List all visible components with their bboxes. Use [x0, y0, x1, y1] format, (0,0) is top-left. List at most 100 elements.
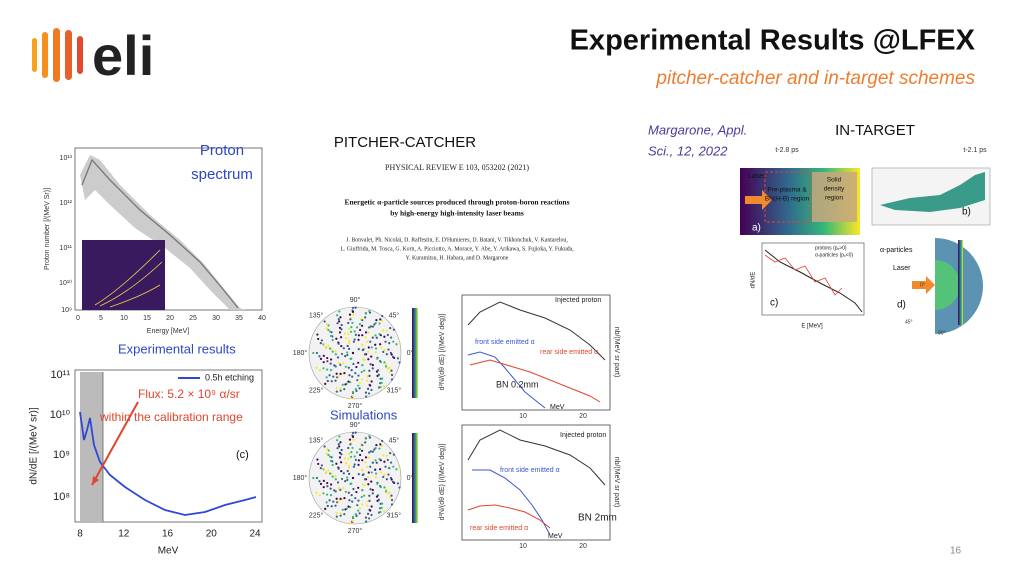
scatter-dot — [362, 358, 365, 361]
x-tick-label: 20 — [579, 543, 587, 550]
scatter-dot — [385, 454, 389, 457]
scatter-dot — [369, 450, 372, 453]
scatter-dot — [335, 390, 338, 393]
scatter-dot — [385, 478, 388, 481]
angle-label: 90° — [350, 296, 361, 304]
scatter-dot — [389, 476, 393, 480]
scatter-dot — [328, 347, 332, 350]
annotation: rear side emitted α — [540, 349, 598, 356]
scatter-dot — [396, 482, 400, 485]
scatter-dot — [348, 347, 351, 350]
scatter-dot — [335, 462, 338, 465]
scatter-dot — [390, 336, 393, 339]
scatter-dot — [316, 458, 319, 461]
scatter-dot — [350, 369, 353, 372]
scatter-dot — [358, 453, 362, 457]
scatter-dot — [318, 369, 321, 372]
scatter-dot — [389, 452, 392, 455]
scatter-dot — [371, 336, 374, 339]
scatter-dot — [348, 452, 351, 456]
scatter-dot — [374, 351, 378, 354]
scatter-dot — [340, 344, 343, 348]
scatter-dot — [336, 439, 339, 442]
colorbar — [412, 308, 418, 398]
scatter-dot — [367, 517, 371, 520]
scatter-dot — [380, 444, 384, 447]
scatter-dot — [322, 354, 325, 357]
scatter-dot — [374, 343, 377, 346]
scatter-dot — [334, 379, 337, 382]
scatter-dot — [351, 431, 355, 435]
region-label: region — [825, 195, 843, 202]
scatter-dot — [340, 352, 344, 356]
subtitle: pitcher-catcher and in-target schemes — [655, 68, 975, 89]
scatter-dot — [380, 506, 383, 509]
scatter-dot — [367, 475, 370, 479]
scatter-dot — [350, 494, 353, 497]
scatter-dot — [366, 465, 369, 468]
scatter-dot — [388, 366, 391, 369]
legend-entry: protons (pₓ>0) — [815, 245, 847, 251]
scatter-dot — [327, 449, 330, 452]
scatter-dot — [337, 467, 340, 470]
scatter-dot — [342, 472, 345, 475]
scatter-dot — [348, 438, 352, 441]
scatter-dot — [318, 480, 321, 483]
scatter-dot — [347, 339, 351, 342]
x-tick-label: 16 — [162, 529, 174, 540]
scatter-dot — [388, 491, 391, 494]
scatter-dot — [371, 488, 374, 492]
scatter-dot — [371, 325, 375, 328]
scatter-dot — [370, 355, 373, 358]
scatter-dot — [358, 448, 362, 451]
scatter-dot — [388, 467, 391, 470]
scatter-dot — [334, 475, 337, 478]
scatter-dot — [369, 488, 372, 491]
scatter-dot — [357, 348, 360, 351]
scatter-dot — [352, 465, 355, 468]
x-tick-label: 5 — [99, 315, 103, 322]
scatter-dot — [319, 357, 323, 360]
scatter-dot — [337, 342, 340, 345]
logo-text: eli — [92, 24, 154, 87]
scatter-dot — [312, 351, 315, 355]
x-tick-label: 20 — [206, 529, 218, 540]
annotation: front side emitted α — [475, 339, 535, 346]
scatter-dot — [361, 473, 364, 477]
scatter-dot — [361, 489, 364, 492]
annotation: α-particles — [880, 247, 913, 254]
scatter-dot — [344, 383, 347, 386]
scatter-dot — [338, 456, 342, 459]
scatter-dot — [388, 342, 391, 345]
scatter-dot — [368, 310, 371, 313]
scatter-dot — [364, 441, 367, 444]
scatter-dot — [366, 512, 370, 515]
scatter-dot — [349, 455, 353, 458]
scatter-dot — [368, 451, 371, 454]
scatter-dot — [382, 454, 385, 457]
x-tick-label: 10 — [120, 315, 128, 322]
scatter-dot — [390, 461, 393, 464]
scatter-dot — [347, 366, 350, 369]
scatter-dot — [369, 325, 372, 328]
scatter-dot — [381, 314, 384, 318]
scatter-dot — [370, 505, 373, 508]
scatter-dot — [336, 356, 340, 359]
scatter-dot — [326, 323, 329, 326]
scatter-dot — [317, 462, 320, 466]
scatter-dot — [375, 319, 378, 322]
scatter-dot — [374, 347, 378, 350]
scatter-dot — [358, 328, 362, 332]
scatter-dot — [378, 322, 381, 325]
scatter-dot — [370, 480, 373, 483]
scatter-dot — [339, 389, 342, 392]
scatter-dot — [335, 387, 338, 390]
scatter-dot — [362, 483, 365, 486]
scatter-dot — [382, 475, 385, 479]
scatter-dot — [349, 318, 352, 321]
annotation: Injected proton — [560, 432, 606, 439]
scatter-dot — [350, 451, 353, 454]
scatter-dot — [360, 449, 364, 452]
region-label: BN(H-B) region — [765, 196, 810, 203]
scatter-dot — [339, 316, 342, 319]
